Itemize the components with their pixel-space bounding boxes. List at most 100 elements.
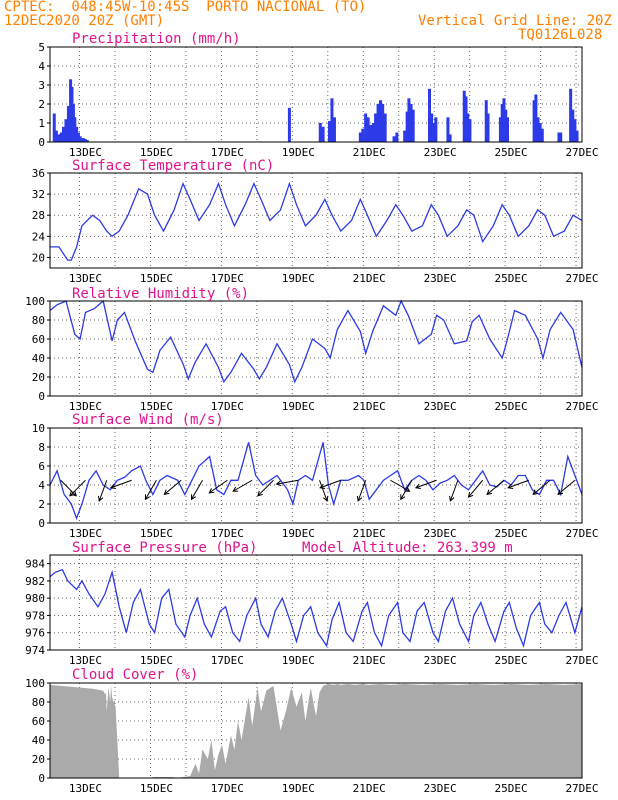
- precip-bar: [502, 98, 506, 142]
- wind-arrow-head: [257, 490, 263, 497]
- x-tick-label: 15DEC: [140, 527, 173, 540]
- wind-panel: 0 2 4 6 8 10 13DEC 15DEC 17DEC 19DEC 21DEC 23DEC 25D…: [32, 412, 599, 540]
- wind-arrow: [400, 479, 413, 500]
- wind-arrow: [319, 479, 341, 489]
- y-tick-label: 28: [32, 209, 45, 222]
- precip-bar: [571, 109, 575, 142]
- x-tick-label: 23DEC: [424, 146, 457, 159]
- x-tick-label: 27DEC: [565, 146, 598, 159]
- y-tick-label: 80: [32, 696, 45, 709]
- precip-bar: [534, 94, 538, 142]
- y-tick-label: 20: [32, 371, 45, 384]
- x-tick-label: 13DEC: [69, 146, 102, 159]
- y-tick-label: 4: [38, 60, 45, 73]
- wind-arrow-head: [467, 492, 474, 498]
- y-tick-label: 40: [32, 352, 45, 365]
- x-tick-label: 21DEC: [353, 272, 386, 285]
- wind-arrow-head: [275, 480, 282, 487]
- precip-bar: [85, 140, 89, 142]
- precip-bar: [506, 117, 510, 142]
- precip-bar: [57, 134, 61, 142]
- y-tick-label: 2: [38, 498, 45, 511]
- precip-bar: [462, 90, 466, 142]
- x-tick-label: 25DEC: [495, 272, 528, 285]
- x-tick-label: 27DEC: [565, 272, 598, 285]
- wind-arrow: [98, 480, 108, 502]
- precip-bar: [374, 113, 378, 142]
- y-tick-label: 0: [38, 136, 45, 149]
- x-tick-label: 13DEC: [69, 272, 102, 285]
- rh-title: Relative Humidity (%): [72, 286, 249, 302]
- wind-arrow-head: [232, 486, 239, 492]
- precip-bar: [432, 123, 436, 142]
- model-altitude-label: Model Altitude: 263.399 m: [302, 540, 513, 556]
- x-tick-label: 23DEC: [424, 782, 457, 795]
- y-tick-label: 980: [25, 592, 45, 605]
- precip-bar: [395, 132, 399, 142]
- precip-bar: [321, 126, 325, 142]
- y-tick-label: 36: [32, 167, 45, 180]
- precip-bar: [427, 88, 431, 142]
- wind-arrow: [69, 479, 86, 497]
- wind-arrow-head: [144, 494, 150, 501]
- x-tick-label: 13DEC: [69, 654, 102, 667]
- wind-arrow-head: [532, 489, 539, 496]
- precip-bar: [361, 128, 365, 142]
- precip-bar: [446, 117, 450, 142]
- precip-bar: [484, 100, 488, 142]
- x-tick-label: 25DEC: [495, 654, 528, 667]
- wind-arrow-head: [208, 488, 215, 494]
- precip-bar: [78, 136, 82, 142]
- x-tick-label: 19DEC: [282, 400, 315, 413]
- x-tick-label: 19DEC: [282, 782, 315, 795]
- precip-bar: [392, 136, 396, 142]
- precip-bar: [83, 139, 87, 142]
- wind-arrow: [144, 479, 157, 500]
- wind-series-line: [49, 442, 583, 521]
- x-tick-label: 27DEC: [565, 527, 598, 540]
- x-tick-label: 19DEC: [282, 146, 315, 159]
- precip-panel: 0 1 2 3 4 5 13DEC 15DEC 17DEC 19DEC 21DEC 23DEC 25DE…: [38, 31, 598, 159]
- wind-arrow: [449, 480, 459, 502]
- temp-panel: 20 24 28 32 36 13DEC 15DEC 17DEC 19DEC 21DEC 23DEC…: [32, 158, 599, 285]
- precip-bar: [366, 117, 370, 142]
- y-tick-label: 978: [25, 609, 45, 622]
- wind-arrow-head: [190, 494, 197, 501]
- pressure-frame: [49, 554, 583, 651]
- precip-bar: [575, 130, 579, 142]
- x-tick-label: 17DEC: [211, 527, 244, 540]
- y-tick-label: 20: [32, 251, 45, 264]
- precip-bar: [540, 128, 544, 142]
- x-tick-label: 15DEC: [140, 272, 173, 285]
- precip-bar: [59, 132, 63, 142]
- x-tick-label: 19DEC: [282, 527, 315, 540]
- y-tick-label: 976: [25, 627, 45, 640]
- wind-arrow-head: [414, 483, 421, 490]
- cloud-frame: [49, 682, 583, 779]
- x-tick-label: 27DEC: [565, 782, 598, 795]
- wind-arrow: [532, 479, 551, 495]
- x-tick-label: 19DEC: [282, 272, 315, 285]
- precip-bar: [381, 104, 385, 142]
- y-tick-label: 6: [38, 460, 45, 473]
- wind-arrow: [257, 479, 274, 497]
- wind-arrow: [60, 479, 77, 497]
- x-tick-label: 21DEC: [353, 400, 386, 413]
- wind-arrow-head: [163, 489, 170, 496]
- x-tick-label: 23DEC: [424, 527, 457, 540]
- wind-arrow: [486, 479, 505, 495]
- header-line-2: 12DEC2020 20Z (GMT): [4, 13, 165, 29]
- y-tick-label: 32: [32, 188, 45, 201]
- precip-frame: [49, 46, 583, 143]
- wind-arrow-head: [404, 486, 411, 492]
- precip-bar: [468, 119, 472, 142]
- wind-arrow-head: [109, 483, 116, 490]
- precip-bar: [407, 98, 411, 142]
- precip-bar: [80, 138, 84, 142]
- wind-arrow-head: [507, 483, 514, 490]
- wind-frame: [49, 427, 583, 524]
- wind-arrow: [468, 479, 484, 498]
- x-tick-label: 17DEC: [211, 272, 244, 285]
- y-tick-label: 974: [25, 644, 45, 657]
